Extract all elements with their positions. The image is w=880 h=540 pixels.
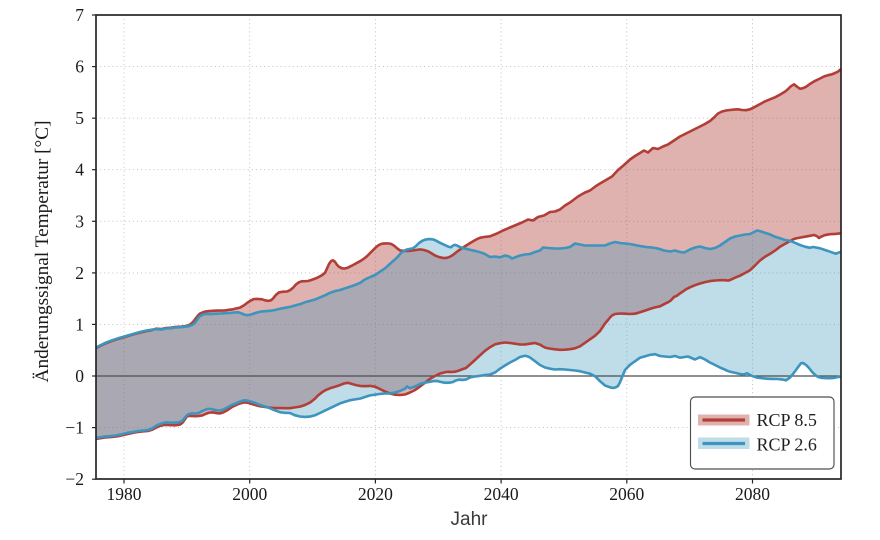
- svg-text:6: 6: [75, 57, 84, 77]
- svg-text:RCP 2.6: RCP 2.6: [757, 435, 817, 455]
- svg-text:2080: 2080: [735, 484, 770, 504]
- svg-text:−2: −2: [65, 469, 84, 489]
- svg-text:0: 0: [75, 366, 84, 386]
- svg-text:−1: −1: [65, 418, 84, 438]
- svg-text:2000: 2000: [232, 484, 267, 504]
- svg-text:1980: 1980: [107, 484, 142, 504]
- svg-text:Jahr: Jahr: [451, 509, 489, 530]
- svg-text:7: 7: [75, 5, 84, 25]
- svg-text:2020: 2020: [358, 484, 393, 504]
- svg-text:RCP 8.5: RCP 8.5: [757, 410, 817, 430]
- svg-text:1: 1: [75, 314, 84, 334]
- svg-text:Änderungssignal Temperatur [°C: Änderungssignal Temperatur [°C]: [32, 121, 53, 383]
- svg-text:2040: 2040: [484, 484, 519, 504]
- svg-text:3: 3: [75, 211, 84, 231]
- svg-text:2060: 2060: [609, 484, 644, 504]
- svg-text:4: 4: [75, 160, 84, 180]
- svg-text:2: 2: [75, 263, 84, 283]
- svg-text:5: 5: [75, 108, 84, 128]
